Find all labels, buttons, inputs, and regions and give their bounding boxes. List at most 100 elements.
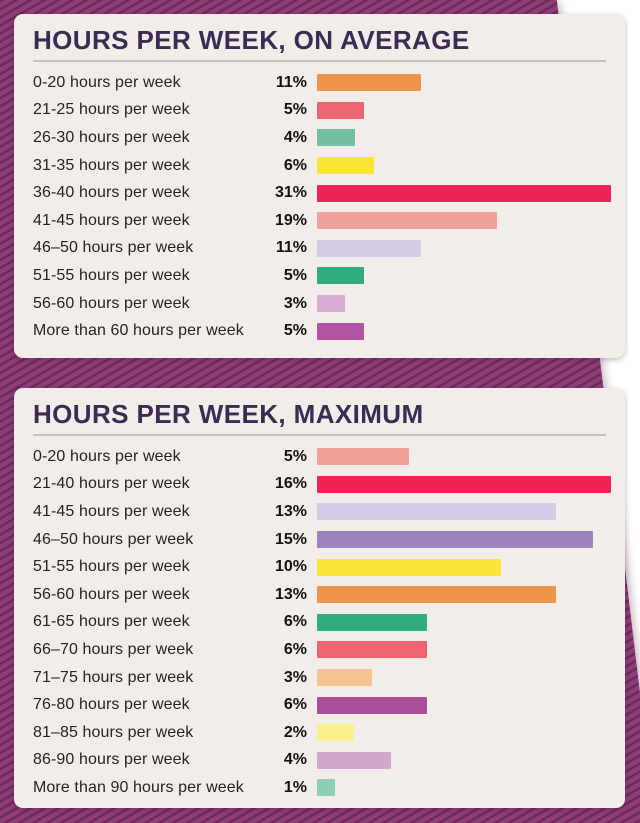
bar-track: [317, 101, 611, 119]
category-label: 41-45 hours per week: [33, 502, 190, 520]
value-label: 6%: [283, 613, 307, 631]
chart-card-hours-average: HOURS PER WEEK, ON AVERAGE 0-20 hours pe…: [14, 14, 625, 358]
value-bar: [317, 724, 354, 742]
value-label: 5%: [283, 101, 307, 119]
chart-row: 56-60 hours per week 3%: [33, 290, 606, 318]
value-bar: [317, 448, 409, 466]
category-label: More than 90 hours per week: [33, 778, 244, 796]
value-label: 15%: [274, 530, 307, 548]
value-bar: [317, 531, 593, 549]
bar-track: [317, 74, 611, 92]
category-label: 26-30 hours per week: [33, 128, 190, 146]
category-label: 81–85 hours per week: [33, 723, 194, 741]
value-label: 3%: [283, 668, 307, 686]
chart-row: 0-20 hours per week 11%: [33, 69, 606, 97]
category-label: 76-80 hours per week: [33, 696, 190, 714]
value-bar: [317, 184, 611, 202]
bar-track: [317, 696, 611, 714]
bar-track: [317, 586, 611, 604]
value-label: 13%: [274, 585, 307, 603]
value-label: 4%: [283, 128, 307, 146]
value-label: 5%: [283, 447, 307, 465]
chart-row: 31-35 hours per week 6%: [33, 152, 606, 180]
value-label: 5%: [283, 322, 307, 340]
value-label: 3%: [283, 294, 307, 312]
value-label: 6%: [283, 640, 307, 658]
value-label: 16%: [274, 475, 307, 493]
category-label: 61-65 hours per week: [33, 613, 190, 631]
chart-row: 61-65 hours per week 6%: [33, 609, 606, 637]
value-bar: [317, 586, 556, 604]
value-bar: [317, 157, 374, 175]
bar-track: [317, 129, 611, 147]
value-bar: [317, 779, 336, 797]
bar-track: [317, 641, 611, 659]
value-bar: [317, 475, 611, 493]
category-label: 56-60 hours per week: [33, 294, 190, 312]
category-label: 71–75 hours per week: [33, 668, 194, 686]
bar-track: [317, 779, 611, 797]
value-label: 6%: [283, 156, 307, 174]
bar-track: [317, 751, 611, 769]
category-label: 51-55 hours per week: [33, 266, 190, 284]
category-label: 86-90 hours per week: [33, 751, 190, 769]
value-label: 31%: [274, 184, 307, 202]
chart-row: 21-40 hours per week 16%: [33, 471, 611, 499]
chart-row: More than 60 hours per week 5%: [33, 317, 606, 345]
chart-row: 86-90 hours per week 4%: [33, 747, 606, 775]
bar-track: [317, 157, 611, 175]
bar-track: [317, 448, 611, 466]
bar-track: [317, 531, 611, 549]
chart-row: 46–50 hours per week 11%: [33, 235, 606, 263]
bar-track: [317, 503, 611, 521]
category-label: 46–50 hours per week: [33, 239, 194, 257]
category-label: 41-45 hours per week: [33, 211, 190, 229]
category-label: 0-20 hours per week: [33, 73, 181, 91]
chart-row: 56-60 hours per week 13%: [33, 581, 606, 609]
category-label: 0-20 hours per week: [33, 447, 181, 465]
chart-row: 26-30 hours per week 4%: [33, 124, 606, 152]
title-underline: [33, 60, 606, 62]
category-label: 46–50 hours per week: [33, 530, 194, 548]
category-label: 51-55 hours per week: [33, 558, 190, 576]
bar-track: [317, 239, 611, 257]
bar-track: [317, 613, 611, 631]
title-underline: [33, 434, 606, 436]
value-bar: [317, 558, 501, 576]
category-label: 36-40 hours per week: [33, 184, 190, 202]
bar-track: [317, 558, 611, 576]
value-label: 2%: [283, 723, 307, 741]
value-bar: [317, 129, 355, 147]
category-label: 56-60 hours per week: [33, 585, 190, 603]
chart-row: 51-55 hours per week 5%: [33, 262, 606, 290]
bar-track: [317, 724, 611, 742]
chart-card-hours-maximum: HOURS PER WEEK, MAXIMUM 0-20 hours per w…: [14, 388, 625, 808]
chart-row: 0-20 hours per week 5%: [33, 443, 606, 471]
value-label: 13%: [274, 502, 307, 520]
value-bar: [317, 696, 428, 714]
category-label: 66–70 hours per week: [33, 640, 194, 658]
chart-row: 51-55 hours per week 10%: [33, 553, 606, 581]
value-bar: [317, 322, 365, 340]
chart-row: 41-45 hours per week 19%: [33, 207, 606, 235]
chart-row: 71–75 hours per week 3%: [33, 664, 606, 692]
chart-row: More than 90 hours per week 1%: [33, 774, 606, 802]
value-bar: [317, 503, 556, 521]
value-label: 4%: [283, 751, 307, 769]
value-label: 19%: [274, 211, 307, 229]
value-bar: [317, 267, 365, 285]
bar-track: [317, 184, 611, 202]
bar-track: [317, 475, 611, 493]
chart-row: 41-45 hours per week 13%: [33, 498, 606, 526]
value-bar: [317, 669, 373, 687]
bar-track: [317, 322, 611, 340]
value-label: 10%: [274, 558, 307, 576]
bar-track: [317, 295, 611, 313]
category-label: 31-35 hours per week: [33, 156, 190, 174]
value-label: 5%: [283, 266, 307, 284]
bar-track: [317, 267, 611, 285]
bar-chart-maximum: 0-20 hours per week 5% 21-40 hours per w…: [33, 443, 611, 802]
chart-row: 36-40 hours per week 31%: [33, 179, 611, 207]
value-bar: [317, 239, 422, 257]
bar-chart-average: 0-20 hours per week 11% 21-25 hours per …: [33, 69, 611, 345]
